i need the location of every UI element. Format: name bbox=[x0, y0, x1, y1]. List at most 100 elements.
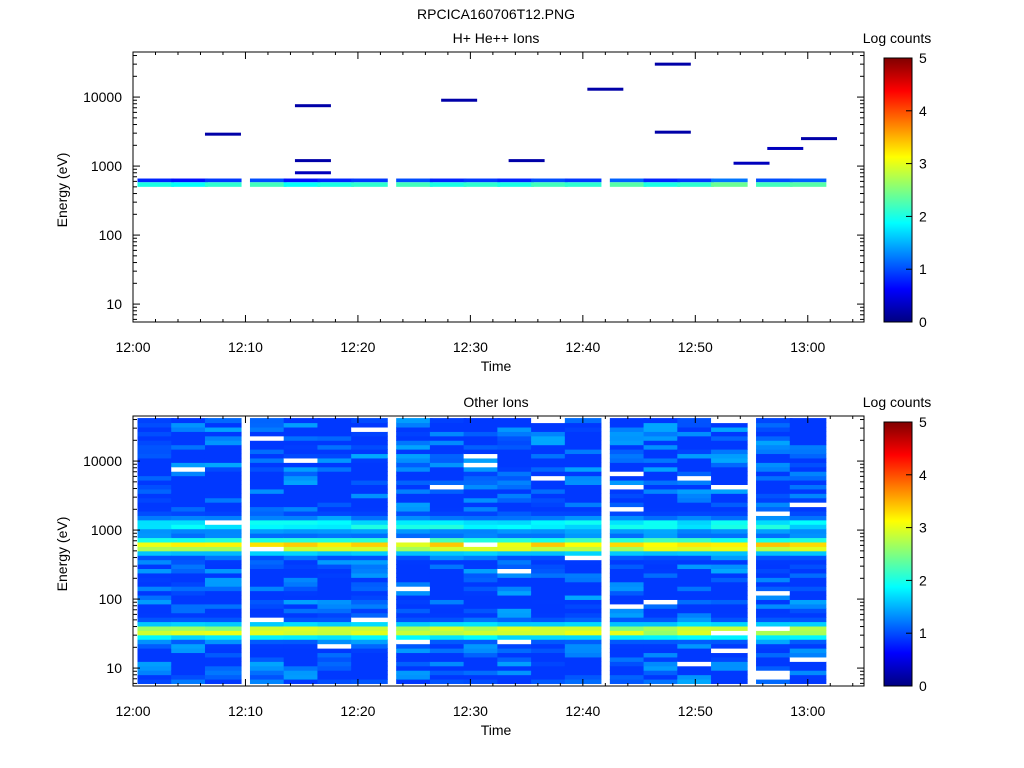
heatmap-cell bbox=[756, 608, 793, 614]
heatmap-cell bbox=[137, 178, 175, 183]
heatmap-cell bbox=[204, 440, 242, 446]
heatmap-cell bbox=[137, 599, 175, 605]
heatmap-cell bbox=[711, 497, 748, 503]
heatmap-cell bbox=[429, 519, 467, 525]
heatmap-cell bbox=[396, 590, 433, 596]
heatmap-cell bbox=[351, 670, 388, 676]
heatmap-cell bbox=[317, 625, 355, 631]
heatmap-cell bbox=[711, 559, 748, 565]
heatmap-cell bbox=[283, 586, 321, 592]
heatmap-cell bbox=[789, 182, 827, 187]
heatmap-cell bbox=[396, 617, 433, 623]
heatmap-cell bbox=[137, 515, 175, 521]
heatmap-cell bbox=[463, 449, 501, 455]
y-tick-label: 1000 bbox=[91, 158, 122, 174]
heatmap-cell bbox=[137, 572, 175, 578]
heatmap-cell bbox=[429, 586, 467, 592]
heatmap-cell bbox=[497, 182, 534, 187]
heatmap-cell bbox=[497, 440, 534, 446]
heatmap-cell bbox=[283, 431, 321, 437]
heatmap-cell bbox=[204, 621, 242, 627]
heatmap-cell bbox=[204, 178, 242, 183]
heatmap-cell bbox=[429, 572, 467, 578]
heatmap-cell bbox=[789, 515, 827, 521]
heatmap-cell bbox=[564, 440, 602, 446]
heatmap-cell bbox=[317, 559, 355, 565]
heatmap-cell bbox=[789, 541, 827, 547]
heatmap-cell bbox=[531, 599, 568, 605]
panel-bottom-x-ticks: 12:00 12:10 12:20 12:30 12:40 12:50 13:00 bbox=[115, 416, 854, 719]
heatmap-cell bbox=[643, 524, 681, 530]
heatmap-cell bbox=[396, 541, 433, 547]
heatmap-cell bbox=[249, 577, 287, 583]
heatmap-cell bbox=[351, 678, 388, 684]
heatmap-cell bbox=[711, 178, 748, 183]
heatmap-cell bbox=[677, 422, 714, 428]
heatmap-cell bbox=[429, 471, 467, 477]
heatmap-cell bbox=[531, 444, 568, 450]
heatmap-cell bbox=[756, 639, 793, 645]
heatmap-cell bbox=[677, 426, 714, 432]
heatmap-cell bbox=[789, 648, 827, 654]
heatmap-cell bbox=[564, 621, 602, 627]
heatmap-cell bbox=[463, 612, 501, 618]
heatmap-cell bbox=[396, 594, 433, 600]
colorbar-tick-label: 3 bbox=[919, 520, 927, 536]
panel-bottom-heatmap bbox=[137, 418, 827, 684]
heatmap-cell bbox=[643, 661, 681, 667]
heatmap-cell bbox=[249, 462, 287, 468]
heatmap-cell bbox=[463, 440, 501, 446]
heatmap-cell bbox=[396, 612, 433, 618]
heatmap-cell bbox=[137, 678, 175, 684]
heatmap-cell bbox=[677, 670, 714, 676]
heatmap-cell bbox=[531, 555, 568, 561]
heatmap-cell bbox=[564, 590, 602, 596]
heatmap-cell bbox=[677, 178, 714, 183]
heatmap-cell bbox=[564, 630, 602, 636]
heatmap-cell bbox=[283, 625, 321, 631]
heatmap-cell bbox=[801, 137, 838, 141]
heatmap-cell bbox=[711, 515, 748, 521]
heatmap-cell bbox=[643, 475, 681, 481]
heatmap-cell bbox=[429, 612, 467, 618]
heatmap-cell bbox=[396, 555, 433, 561]
heatmap-cell bbox=[463, 634, 501, 640]
heatmap-cell bbox=[463, 577, 501, 583]
heatmap-cell bbox=[283, 612, 321, 618]
heatmap-cell bbox=[463, 178, 501, 183]
heatmap-cell bbox=[351, 630, 388, 636]
heatmap-cell bbox=[463, 643, 501, 649]
heatmap-cell bbox=[497, 426, 534, 432]
heatmap-cell bbox=[317, 678, 355, 684]
heatmap-cell bbox=[497, 515, 534, 521]
heatmap-cell bbox=[283, 630, 321, 636]
heatmap-cell bbox=[171, 488, 208, 494]
heatmap-cell bbox=[171, 533, 208, 539]
heatmap-cell bbox=[429, 625, 467, 631]
heatmap-cell bbox=[609, 652, 647, 658]
heatmap-cell bbox=[249, 546, 287, 552]
heatmap-cell bbox=[283, 488, 321, 494]
heatmap-cell bbox=[789, 634, 827, 640]
heatmap-cell bbox=[317, 648, 355, 654]
heatmap-cell bbox=[643, 541, 681, 547]
heatmap-cell bbox=[531, 665, 568, 671]
heatmap-cell bbox=[531, 577, 568, 583]
heatmap-cell bbox=[137, 466, 175, 472]
heatmap-cell bbox=[351, 608, 388, 614]
heatmap-cell bbox=[756, 617, 793, 623]
colorbar-tick-label: 0 bbox=[919, 678, 927, 694]
heatmap-cell bbox=[463, 630, 501, 636]
heatmap-cell bbox=[463, 665, 501, 671]
heatmap-cell bbox=[497, 462, 534, 468]
heatmap-cell bbox=[317, 674, 355, 680]
heatmap-cell bbox=[429, 550, 467, 556]
heatmap-cell bbox=[396, 661, 433, 667]
heatmap-cell bbox=[497, 652, 534, 658]
heatmap-cell bbox=[531, 586, 568, 592]
heatmap-cell bbox=[756, 475, 793, 481]
heatmap-cell bbox=[171, 603, 208, 609]
heatmap-cell bbox=[137, 546, 175, 552]
heatmap-cell bbox=[396, 643, 433, 649]
heatmap-cell bbox=[643, 670, 681, 676]
